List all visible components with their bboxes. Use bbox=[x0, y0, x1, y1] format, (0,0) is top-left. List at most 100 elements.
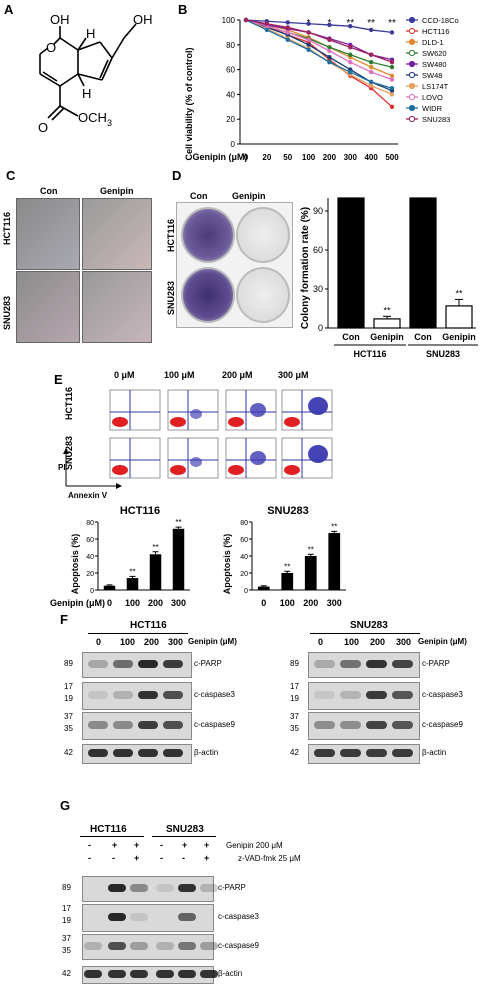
chartb-legend-marker bbox=[408, 115, 416, 123]
blotg-band bbox=[84, 942, 102, 950]
chartd-bar bbox=[373, 318, 401, 329]
blotg-band bbox=[130, 884, 148, 892]
blotf-right-membrane bbox=[308, 744, 420, 764]
blotf-right-band bbox=[366, 660, 387, 668]
blotf-left-genipin: Genipin (μM) bbox=[188, 637, 237, 646]
charte-significance: ** bbox=[175, 518, 181, 527]
blotg-band bbox=[178, 913, 196, 921]
chartb-point bbox=[389, 30, 395, 35]
blotf-left-mw: 37 bbox=[64, 712, 73, 721]
charte-category-label: 300 bbox=[327, 598, 342, 608]
micrograph-hct116-genipin bbox=[82, 198, 152, 270]
oh-top-label: OH bbox=[50, 12, 70, 27]
blotg-band bbox=[156, 913, 174, 921]
blotf-right-band bbox=[392, 721, 413, 729]
flow-live-population bbox=[112, 465, 128, 475]
blotf-right-mw: 19 bbox=[290, 694, 299, 703]
blotf-right-dose: 100 bbox=[344, 637, 360, 647]
charte-bar bbox=[328, 533, 341, 590]
charte-category-label: 0 bbox=[107, 598, 112, 608]
chartd-bar bbox=[409, 197, 437, 329]
chartb-legend-marker bbox=[408, 27, 416, 35]
blotf-right-title: SNU283 bbox=[350, 620, 388, 631]
blotg-band bbox=[130, 942, 148, 950]
blotg-treat1-sign: + bbox=[134, 840, 140, 850]
blotf-right-row-label: c-caspase3 bbox=[422, 690, 463, 699]
blotg-group1: HCT116 bbox=[90, 824, 127, 835]
blotg-band bbox=[108, 942, 126, 950]
chartb-legend-label: SW48 bbox=[422, 71, 442, 80]
blotf-left-band bbox=[163, 691, 183, 699]
blotf-right-band bbox=[392, 749, 413, 757]
chartb-legend-marker bbox=[408, 49, 416, 57]
blotg-band bbox=[84, 884, 102, 892]
blotf-left-dose: 100 bbox=[120, 637, 136, 647]
charte-ytick-label: 20 bbox=[240, 571, 248, 578]
chartd-ytick-label: 30 bbox=[313, 284, 323, 294]
chartb-series-line bbox=[245, 19, 393, 89]
blotg-mw: 37 bbox=[62, 934, 71, 943]
panel-label-e: E bbox=[54, 372, 63, 387]
blotf-left-band bbox=[163, 660, 183, 668]
chartb-ytick-label: 0 bbox=[231, 140, 236, 149]
blotf-left-title: HCT116 bbox=[130, 620, 167, 631]
blotg-mw: 19 bbox=[62, 916, 71, 925]
chartb-legend-label: SW620 bbox=[422, 49, 447, 58]
flow-live-population bbox=[170, 417, 186, 427]
blotf-left-band bbox=[138, 749, 158, 757]
chartb-point bbox=[368, 79, 374, 85]
chartb-point bbox=[389, 77, 395, 82]
chartb-legend-marker bbox=[408, 60, 416, 68]
chartb-xlabel: Genipin (μM) bbox=[193, 152, 248, 162]
paneld-row2-label: SNU283 bbox=[166, 280, 176, 315]
chartb-legend-marker bbox=[408, 38, 416, 46]
blotf-right-mw: 42 bbox=[290, 748, 299, 757]
blotf-right-row-label: c-PARP bbox=[422, 659, 450, 668]
blotg-band bbox=[84, 970, 102, 978]
charte1-title: HCT116 bbox=[120, 505, 160, 517]
colony-plate-image bbox=[176, 202, 293, 328]
charte-bar bbox=[103, 585, 116, 590]
blotf-right-band bbox=[366, 691, 387, 699]
chartb-point bbox=[389, 59, 395, 65]
flow-apoptotic-population bbox=[308, 397, 328, 415]
blotf-right-band bbox=[340, 749, 361, 757]
flow-apoptotic-population bbox=[250, 451, 266, 465]
blotg-treat1-label: Genipin 200 μM bbox=[226, 841, 283, 850]
chartb-point bbox=[348, 59, 353, 65]
chartb-ytick-label: 40 bbox=[226, 90, 235, 99]
blotf-left-rule bbox=[88, 633, 188, 634]
charte-category-label: 300 bbox=[171, 598, 186, 608]
chartb-point bbox=[389, 86, 395, 91]
blotg-rule2 bbox=[152, 836, 216, 837]
charte-category-label: 0 bbox=[261, 598, 266, 608]
dish-hct116-con bbox=[181, 207, 235, 263]
dish-snu283-genipin bbox=[236, 267, 290, 323]
chartb-point bbox=[368, 83, 374, 88]
blotg-mw: 35 bbox=[62, 946, 71, 955]
chartd-category-label: Con bbox=[414, 332, 432, 342]
blotg-band bbox=[178, 942, 196, 950]
blotg-band bbox=[200, 913, 218, 921]
blotg-band bbox=[130, 970, 148, 978]
blotf-right-row-label: β-actin bbox=[422, 748, 447, 757]
chartb-point bbox=[348, 45, 353, 50]
chartb-legend-marker bbox=[408, 82, 416, 90]
flow-live-population bbox=[284, 465, 300, 475]
blotg-band bbox=[200, 970, 218, 978]
blotg-treat2-label: z-VAD-fmk 25 μM bbox=[238, 854, 301, 863]
chartb-ytick-label: 100 bbox=[222, 16, 236, 25]
blotf-left-mw: 17 bbox=[64, 682, 73, 691]
blotf-right-band bbox=[340, 721, 361, 729]
chartb-point bbox=[285, 37, 290, 43]
panel-label-b: B bbox=[178, 2, 188, 17]
chartb-point bbox=[306, 21, 311, 26]
blotf-left-mw: 35 bbox=[64, 724, 73, 733]
flow-dose-100: 100 μM bbox=[164, 370, 195, 380]
chartb-point bbox=[368, 59, 374, 65]
blotg-treat2-sign: - bbox=[112, 853, 115, 863]
chartb-ytick-label: 60 bbox=[226, 66, 235, 75]
chartb-point bbox=[348, 52, 353, 57]
flow-dose-0: 0 μM bbox=[114, 370, 135, 380]
micrograph-snu283-con bbox=[16, 271, 80, 343]
